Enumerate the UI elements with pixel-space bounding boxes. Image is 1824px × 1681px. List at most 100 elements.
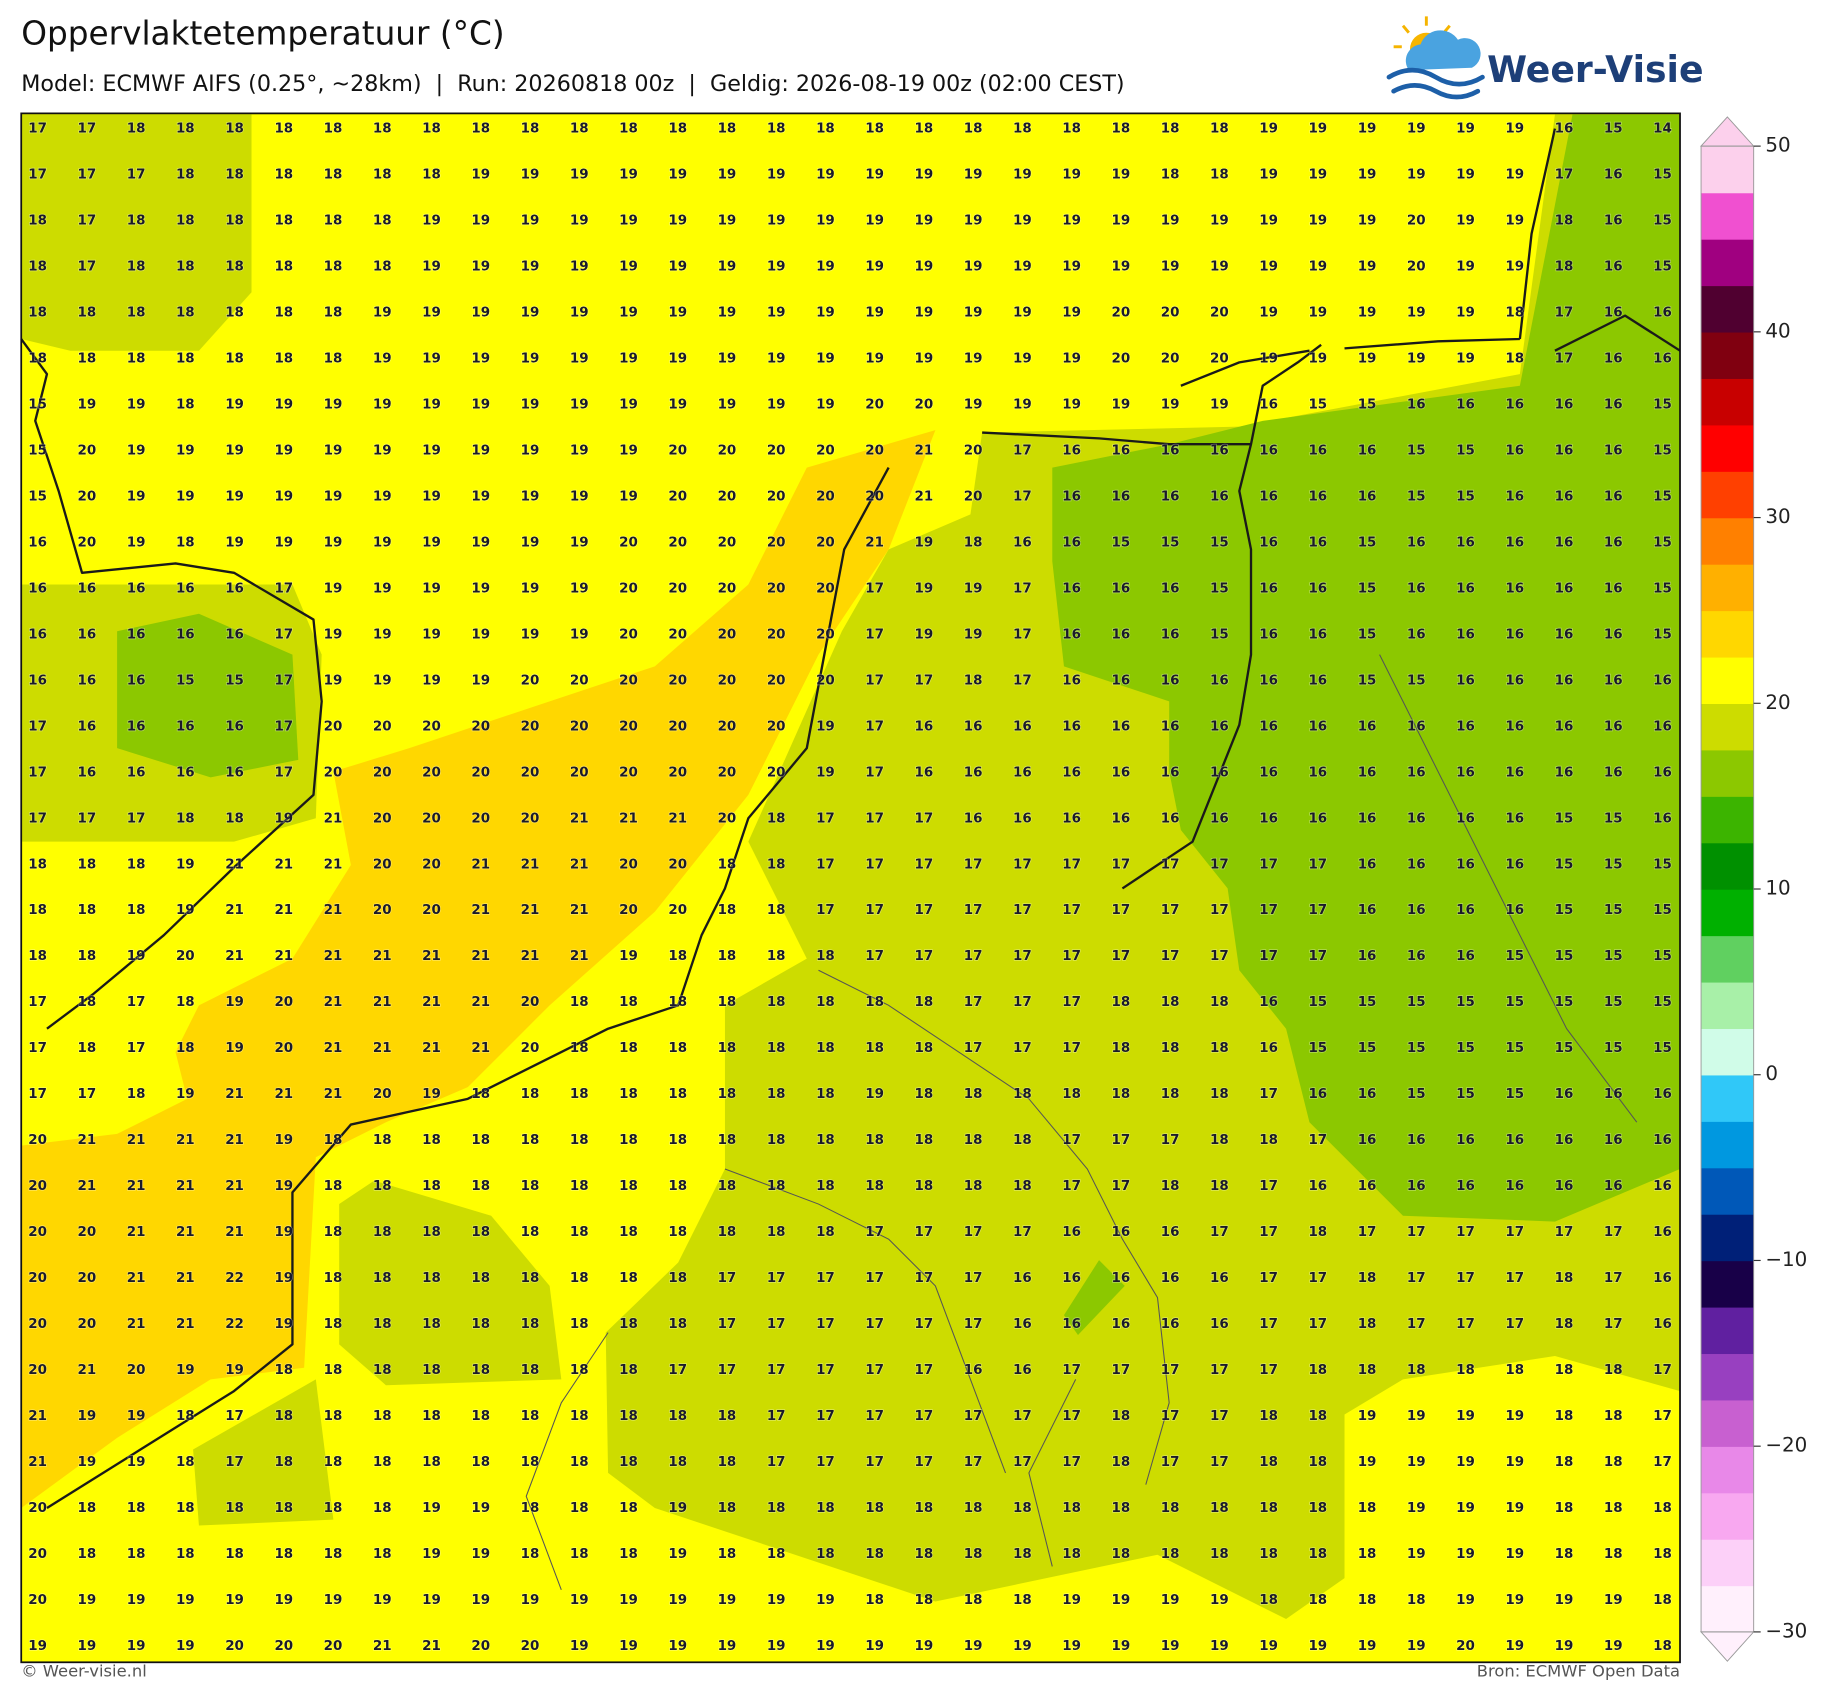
grid-value: 16 <box>77 765 96 780</box>
grid-value: 17 <box>1308 903 1327 918</box>
grid-value: 17 <box>1308 1133 1327 1148</box>
grid-value: 18 <box>1013 1133 1032 1148</box>
grid-value: 19 <box>422 489 441 504</box>
grid-value: 17 <box>28 811 47 826</box>
grid-value: 17 <box>1259 1363 1278 1378</box>
grid-value: 16 <box>1505 811 1524 826</box>
grid-value: 18 <box>1112 1087 1131 1102</box>
grid-value: 17 <box>816 857 835 872</box>
grid-value: 16 <box>1653 811 1672 826</box>
grid-value: 19 <box>1407 1547 1426 1562</box>
grid-value: 19 <box>471 351 490 366</box>
grid-value: 18 <box>1013 122 1032 137</box>
grid-value: 18 <box>767 1179 786 1194</box>
grid-value: 18 <box>373 1179 392 1194</box>
grid-value: 21 <box>225 1179 244 1194</box>
grid-value: 21 <box>373 949 392 964</box>
grid-value: 16 <box>77 581 96 596</box>
grid-value: 15 <box>1456 1087 1475 1102</box>
grid-value: 18 <box>915 1593 934 1608</box>
grid-value: 16 <box>1555 122 1574 137</box>
grid-value: 21 <box>619 811 638 826</box>
grid-value: 19 <box>1308 214 1327 229</box>
grid-value: 20 <box>28 1179 47 1194</box>
grid-value: 15 <box>1555 857 1574 872</box>
grid-value: 19 <box>865 1639 884 1654</box>
grid-value: 17 <box>1161 1363 1180 1378</box>
grid-value: 19 <box>816 214 835 229</box>
grid-value: 16 <box>964 719 983 734</box>
grid-value: 17 <box>1112 1179 1131 1194</box>
grid-value: 19 <box>225 995 244 1010</box>
grid-value: 20 <box>324 765 343 780</box>
grid-value: 21 <box>324 857 343 872</box>
grid-value: 18 <box>176 351 195 366</box>
grid-value: 19 <box>915 581 934 596</box>
grid-value: 19 <box>915 168 934 183</box>
grid-value: 16 <box>1456 1133 1475 1148</box>
grid-value: 15 <box>1555 1041 1574 1056</box>
grid-value: 16 <box>1604 673 1623 688</box>
grid-value: 18 <box>1653 1501 1672 1516</box>
grid-value: 16 <box>1604 765 1623 780</box>
grid-value: 19 <box>1456 1593 1475 1608</box>
grid-value: 18 <box>422 1363 441 1378</box>
grid-value: 15 <box>1407 1041 1426 1056</box>
colorbar-band <box>1701 331 1754 379</box>
grid-value: 19 <box>964 260 983 275</box>
grid-value: 18 <box>816 1041 835 1056</box>
grid-value: 18 <box>816 995 835 1010</box>
grid-value: 17 <box>1013 949 1032 964</box>
grid-value: 16 <box>1358 1087 1377 1102</box>
grid-value: 19 <box>1456 1501 1475 1516</box>
grid-value: 15 <box>1358 995 1377 1010</box>
grid-value: 15 <box>1112 535 1131 550</box>
grid-value: 17 <box>1013 1041 1032 1056</box>
colorbar-band <box>1701 146 1754 194</box>
grid-value: 21 <box>77 1363 96 1378</box>
grid-value: 16 <box>1407 397 1426 412</box>
grid-value: 18 <box>77 949 96 964</box>
grid-value: 16 <box>1259 535 1278 550</box>
grid-value: 18 <box>324 1547 343 1562</box>
grid-value: 19 <box>964 214 983 229</box>
grid-value: 15 <box>1505 1087 1524 1102</box>
grid-value: 19 <box>1161 397 1180 412</box>
grid-value: 20 <box>816 489 835 504</box>
grid-value: 21 <box>471 995 490 1010</box>
grid-value: 16 <box>1505 627 1524 642</box>
grid-value: 19 <box>619 397 638 412</box>
grid-value: 17 <box>1013 489 1032 504</box>
grid-value: 18 <box>28 949 47 964</box>
grid-value: 18 <box>668 1087 687 1102</box>
grid-value: 19 <box>915 627 934 642</box>
grid-value: 20 <box>865 443 884 458</box>
grid-value: 18 <box>964 122 983 137</box>
grid-value: 16 <box>1604 1133 1623 1148</box>
grid-value: 16 <box>1308 811 1327 826</box>
colorbar-band <box>1701 842 1754 890</box>
grid-value: 18 <box>1604 1455 1623 1470</box>
grid-value: 18 <box>471 1271 490 1286</box>
grid-value: 18 <box>570 122 589 137</box>
grid-value: 16 <box>1653 1317 1672 1332</box>
grid-value: 17 <box>1259 1087 1278 1102</box>
grid-value: 19 <box>1308 1639 1327 1654</box>
grid-value: 15 <box>1653 949 1672 964</box>
grid-value: 20 <box>570 765 589 780</box>
grid-value: 16 <box>1161 765 1180 780</box>
grid-value: 15 <box>1358 627 1377 642</box>
grid-value: 18 <box>127 351 146 366</box>
grid-value: 17 <box>964 857 983 872</box>
grid-value: 18 <box>1062 1087 1081 1102</box>
grid-value: 16 <box>1604 306 1623 321</box>
grid-value: 18 <box>324 214 343 229</box>
grid-value: 16 <box>1456 949 1475 964</box>
grid-value: 18 <box>373 1317 392 1332</box>
grid-value: 21 <box>176 1225 195 1240</box>
grid-value: 18 <box>915 1547 934 1562</box>
grid-value: 16 <box>1555 489 1574 504</box>
grid-value: 19 <box>816 765 835 780</box>
grid-value: 16 <box>176 627 195 642</box>
